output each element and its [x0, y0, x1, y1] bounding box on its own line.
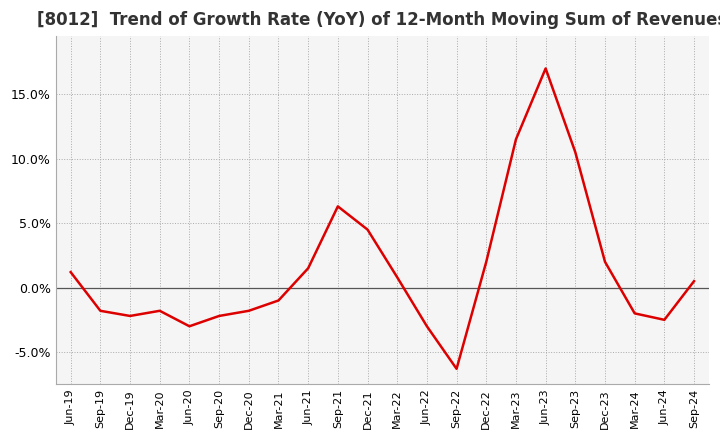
- Title: [8012]  Trend of Growth Rate (YoY) of 12-Month Moving Sum of Revenues: [8012] Trend of Growth Rate (YoY) of 12-…: [37, 11, 720, 29]
